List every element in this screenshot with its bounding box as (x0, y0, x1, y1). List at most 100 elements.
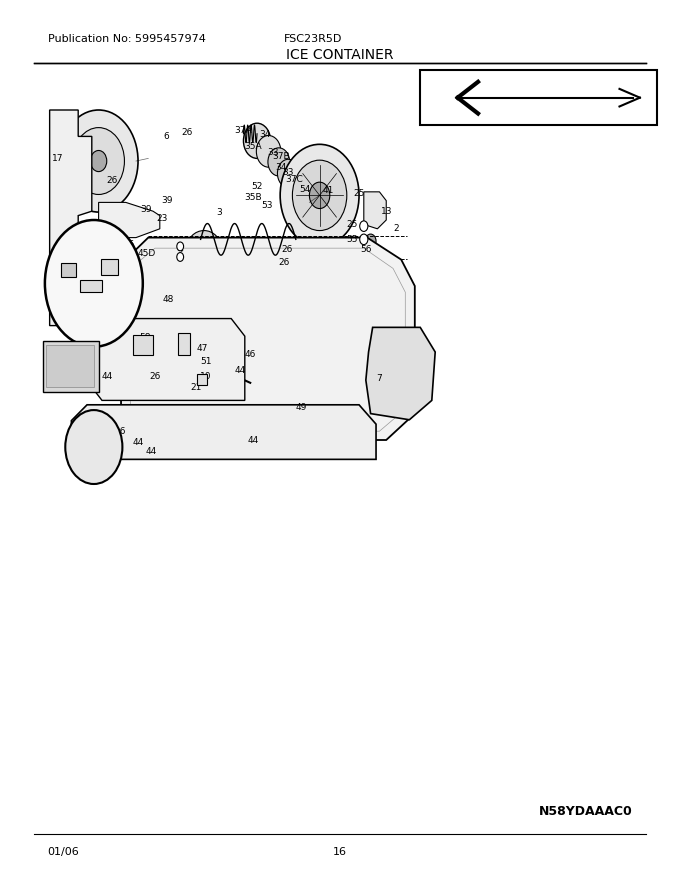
Ellipse shape (256, 136, 281, 167)
Text: 51: 51 (201, 357, 211, 366)
Text: 45B: 45B (99, 268, 116, 277)
Text: 50: 50 (56, 311, 67, 319)
Text: 2: 2 (393, 224, 398, 233)
Text: 26: 26 (279, 258, 290, 267)
Text: Publication No: 5995457974: Publication No: 5995457974 (48, 33, 205, 44)
Text: 22: 22 (435, 79, 447, 89)
Text: 44: 44 (248, 436, 259, 444)
Text: 21: 21 (190, 383, 201, 392)
Text: 25: 25 (347, 220, 358, 229)
Text: 55: 55 (347, 235, 358, 244)
Text: 26: 26 (282, 246, 292, 254)
Text: 25: 25 (354, 189, 364, 198)
Text: 7: 7 (377, 374, 382, 383)
Ellipse shape (77, 425, 111, 469)
Ellipse shape (243, 123, 271, 158)
Text: 47: 47 (197, 344, 208, 353)
Circle shape (360, 221, 368, 231)
Ellipse shape (280, 144, 359, 246)
Text: 26: 26 (107, 176, 118, 185)
Ellipse shape (75, 290, 88, 308)
FancyBboxPatch shape (420, 70, 657, 125)
Bar (101, 259, 118, 275)
Bar (178, 333, 190, 355)
Text: 44: 44 (133, 438, 143, 447)
Bar (61, 263, 76, 277)
Text: 10: 10 (201, 372, 211, 381)
Text: 15: 15 (75, 458, 86, 467)
Text: 26: 26 (182, 128, 192, 136)
Text: 3: 3 (217, 208, 222, 216)
Text: ICE CONTAINER: ICE CONTAINER (286, 48, 394, 62)
Text: 45: 45 (124, 240, 135, 249)
Text: 45A: 45A (85, 284, 103, 293)
Text: 44: 44 (146, 447, 157, 456)
Bar (133, 335, 153, 355)
Text: 37C: 37C (285, 175, 303, 184)
Circle shape (45, 220, 143, 347)
Text: 23: 23 (156, 214, 167, 223)
Text: 20: 20 (61, 372, 72, 381)
Text: FSC23R5D: FSC23R5D (284, 33, 342, 44)
Ellipse shape (90, 150, 107, 172)
Polygon shape (50, 110, 92, 326)
Ellipse shape (59, 110, 138, 212)
Text: 01/06: 01/06 (48, 847, 80, 857)
Bar (80, 280, 102, 292)
Ellipse shape (382, 341, 420, 407)
Text: 53: 53 (261, 202, 272, 210)
Text: 45D: 45D (137, 249, 155, 258)
Text: 44: 44 (102, 372, 113, 381)
Text: 13: 13 (381, 207, 392, 216)
Ellipse shape (277, 159, 299, 187)
Text: 37B: 37B (272, 152, 290, 161)
Text: 44: 44 (235, 366, 245, 375)
Text: 26: 26 (150, 372, 160, 381)
Polygon shape (364, 192, 386, 229)
Text: 17: 17 (52, 154, 63, 163)
Ellipse shape (187, 231, 221, 266)
Circle shape (65, 410, 122, 484)
Text: 22: 22 (435, 117, 446, 126)
Circle shape (177, 253, 184, 261)
Text: 52: 52 (252, 182, 262, 191)
Text: 39: 39 (161, 196, 172, 205)
Ellipse shape (292, 160, 347, 231)
Text: 44: 44 (102, 328, 113, 337)
Ellipse shape (58, 350, 82, 382)
Text: 56: 56 (360, 246, 371, 254)
Text: 70: 70 (100, 226, 111, 235)
Bar (43, 341, 99, 392)
Text: 39: 39 (141, 205, 152, 214)
Text: 34: 34 (275, 163, 286, 172)
Polygon shape (88, 319, 245, 400)
Text: N58YDAAAC0: N58YDAAAC0 (539, 805, 632, 818)
Text: 16: 16 (333, 847, 347, 857)
Circle shape (360, 234, 368, 245)
Polygon shape (121, 238, 415, 440)
Text: 16: 16 (116, 427, 126, 436)
Polygon shape (99, 202, 160, 238)
Text: 35A: 35A (244, 142, 262, 150)
Text: 6: 6 (164, 132, 169, 141)
Bar (46, 345, 94, 387)
Ellipse shape (268, 148, 290, 176)
Text: 18: 18 (52, 360, 63, 369)
Text: 34: 34 (260, 130, 271, 139)
Circle shape (177, 242, 184, 251)
Text: 35B: 35B (244, 193, 262, 202)
Bar (197, 374, 207, 385)
Ellipse shape (365, 234, 376, 248)
Text: 33: 33 (282, 168, 293, 177)
Ellipse shape (309, 182, 330, 209)
Polygon shape (366, 327, 435, 420)
Text: 37A: 37A (235, 126, 252, 135)
Text: 54: 54 (299, 185, 310, 194)
Polygon shape (71, 405, 376, 459)
Text: 58: 58 (139, 334, 150, 342)
Text: 4: 4 (177, 245, 183, 253)
Text: 49: 49 (296, 403, 307, 412)
Text: 48: 48 (163, 295, 174, 304)
Ellipse shape (73, 128, 124, 194)
Text: 45C: 45C (52, 262, 70, 271)
